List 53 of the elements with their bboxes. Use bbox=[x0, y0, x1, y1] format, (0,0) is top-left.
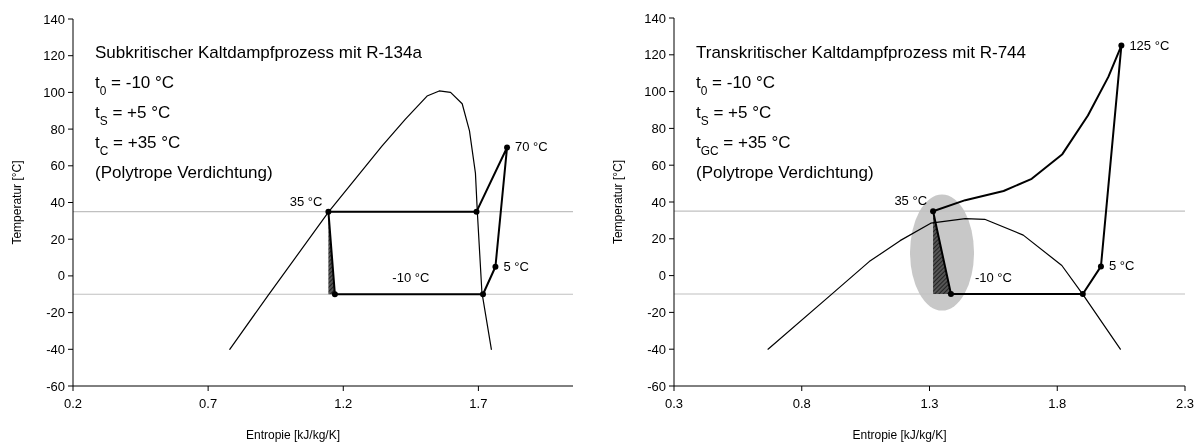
annotation: 35 °C bbox=[289, 193, 323, 209]
annotation: t$_{GC}$ = +35 °C bbox=[696, 133, 791, 158]
x-tick-label: 1.3 bbox=[920, 396, 939, 411]
annotation: t$_{S}$ = +5 °C bbox=[95, 103, 171, 128]
y-tick-label: -60 bbox=[46, 378, 65, 394]
y-tick-label: 60 bbox=[50, 158, 65, 174]
y-tick-label: 40 bbox=[50, 195, 65, 211]
x-axis-title: Entropie [kJ/kg/K] bbox=[852, 428, 947, 442]
y-axis-title: Temperatur [°C] bbox=[10, 160, 24, 245]
annotation: -10 °C bbox=[392, 270, 430, 286]
x-tick-label: 1.8 bbox=[1048, 396, 1067, 411]
x-tick-label: 1.2 bbox=[334, 396, 353, 411]
text: Transkritischer Kaltdampfprozess mit R-744 bbox=[696, 43, 1027, 62]
y-tick-label: 20 bbox=[50, 231, 65, 247]
y-tick-label: 0 bbox=[57, 268, 65, 284]
annotation: t$_{S}$ = +5 °C bbox=[696, 103, 772, 128]
annotation: (Polytrope Verdichtung) bbox=[95, 163, 273, 182]
y-tick-label: 100 bbox=[43, 84, 65, 100]
y-tick-label: 40 bbox=[651, 194, 666, 210]
annotation: 35 °C bbox=[894, 193, 928, 209]
annotation: 5 °C bbox=[1108, 258, 1135, 274]
y-tick-label: 100 bbox=[644, 84, 666, 100]
y-tick-label: 80 bbox=[651, 120, 666, 136]
y-tick-label: 140 bbox=[644, 10, 666, 26]
x-tick-label: 2.3 bbox=[1175, 396, 1195, 411]
y-tick-label: 140 bbox=[43, 11, 65, 27]
y-tick-label: -20 bbox=[46, 305, 65, 321]
y-tick-label: -20 bbox=[647, 304, 666, 320]
y-tick-label: 80 bbox=[50, 121, 65, 137]
y-tick-label: -40 bbox=[647, 341, 666, 357]
y-tick-label: 60 bbox=[651, 157, 666, 173]
y-tick-label: -60 bbox=[647, 378, 666, 394]
y-axis-title: Temperatur [°C] bbox=[611, 159, 625, 245]
x-tick-label: 0.7 bbox=[199, 396, 218, 411]
x-tick-label: 0.2 bbox=[63, 396, 83, 411]
y-tick-label: 0 bbox=[658, 268, 666, 284]
x-tick-label: 0.8 bbox=[792, 396, 811, 411]
annotation: 5 °C bbox=[503, 258, 529, 274]
annotation: 70 °C bbox=[515, 139, 548, 155]
annotation: t$_{C}$ = +35 °C bbox=[95, 133, 181, 158]
x-tick-label: 0.3 bbox=[664, 396, 684, 411]
x-tick-label: 1.7 bbox=[469, 396, 488, 411]
annotation: t$_{0}$ = -10 °C bbox=[95, 73, 175, 98]
text: Subkritischer Kaltdampfprozess mit R-134a bbox=[95, 43, 423, 62]
annotation: t$_{0}$ = -10 °C bbox=[696, 73, 776, 98]
annotation: -10 °C bbox=[974, 270, 1012, 285]
annotation: (Polytrope Verdichtung) bbox=[696, 163, 874, 182]
y-tick-label: 120 bbox=[43, 48, 65, 64]
y-tick-label: 20 bbox=[651, 231, 666, 247]
y-tick-label: -40 bbox=[46, 341, 65, 357]
x-axis-title: Entropie [kJ/kg/K] bbox=[245, 428, 341, 442]
y-tick-label: 120 bbox=[644, 47, 666, 63]
annotation: 125 °C bbox=[1129, 37, 1170, 53]
